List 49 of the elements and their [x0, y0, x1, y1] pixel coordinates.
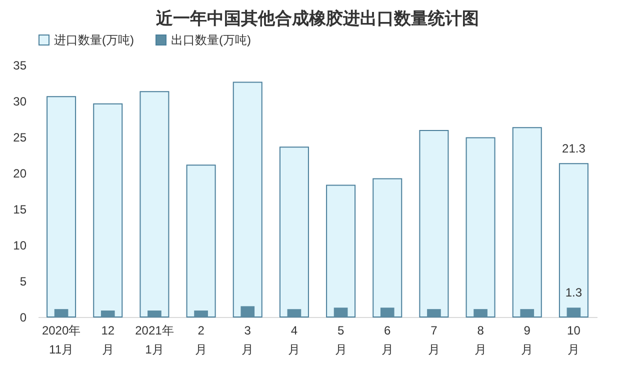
chart-title: 近一年中国其他合成橡胶进出口数量统计图: [155, 9, 479, 28]
legend-label: 进口数量(万吨): [54, 33, 134, 47]
bar: [474, 309, 488, 317]
bar: [334, 308, 348, 317]
x-tick-label: 2 月: [195, 324, 208, 356]
bar: [558, 163, 588, 318]
y-tick-label: 25: [13, 130, 27, 144]
x-tick-label: 3 月: [242, 324, 254, 356]
bar: [466, 137, 496, 318]
x-tick-label: 7 月: [428, 324, 440, 356]
x-tick-label: 6 月: [381, 324, 394, 356]
bar: [380, 308, 394, 317]
bar: [287, 309, 302, 317]
bar: [54, 309, 68, 317]
bar: [100, 310, 115, 317]
x-tick-label: 2021年 1月: [135, 324, 174, 356]
x-tick-label: 10 月: [567, 324, 581, 356]
bar: [232, 82, 262, 318]
bar: [279, 146, 309, 318]
bar: [372, 178, 402, 318]
legend-label: 出口数量(万吨): [171, 33, 251, 47]
x-tick-label: 2020年 11月: [42, 324, 81, 356]
y-tick-label: 0: [20, 310, 27, 324]
bar: [520, 309, 534, 317]
x-tick-label: 8 月: [474, 324, 487, 356]
y-tick-label: 35: [13, 58, 27, 72]
x-tick-label: 5 月: [334, 324, 347, 356]
data-label: 1.3: [565, 286, 582, 300]
bar: [93, 103, 123, 318]
bar: [194, 310, 208, 317]
bar: [46, 96, 76, 318]
bar: [427, 309, 441, 317]
bar: [419, 130, 449, 318]
bar: [186, 164, 216, 318]
y-tick-label: 5: [20, 274, 27, 288]
bar: [326, 184, 356, 318]
x-tick-label: 9 月: [521, 324, 534, 356]
y-tick-label: 15: [13, 202, 27, 216]
x-tick-label: 4 月: [288, 324, 300, 356]
bar: [140, 91, 170, 318]
y-tick-label: 20: [13, 166, 27, 180]
bar: [566, 308, 581, 317]
bar: [148, 310, 162, 317]
y-tick-label: 30: [13, 94, 27, 108]
data-label: 21.3: [562, 142, 586, 156]
x-tick-label: 12 月: [101, 324, 115, 356]
bar: [512, 127, 542, 318]
bar: [240, 306, 255, 317]
y-tick-label: 10: [13, 238, 27, 252]
